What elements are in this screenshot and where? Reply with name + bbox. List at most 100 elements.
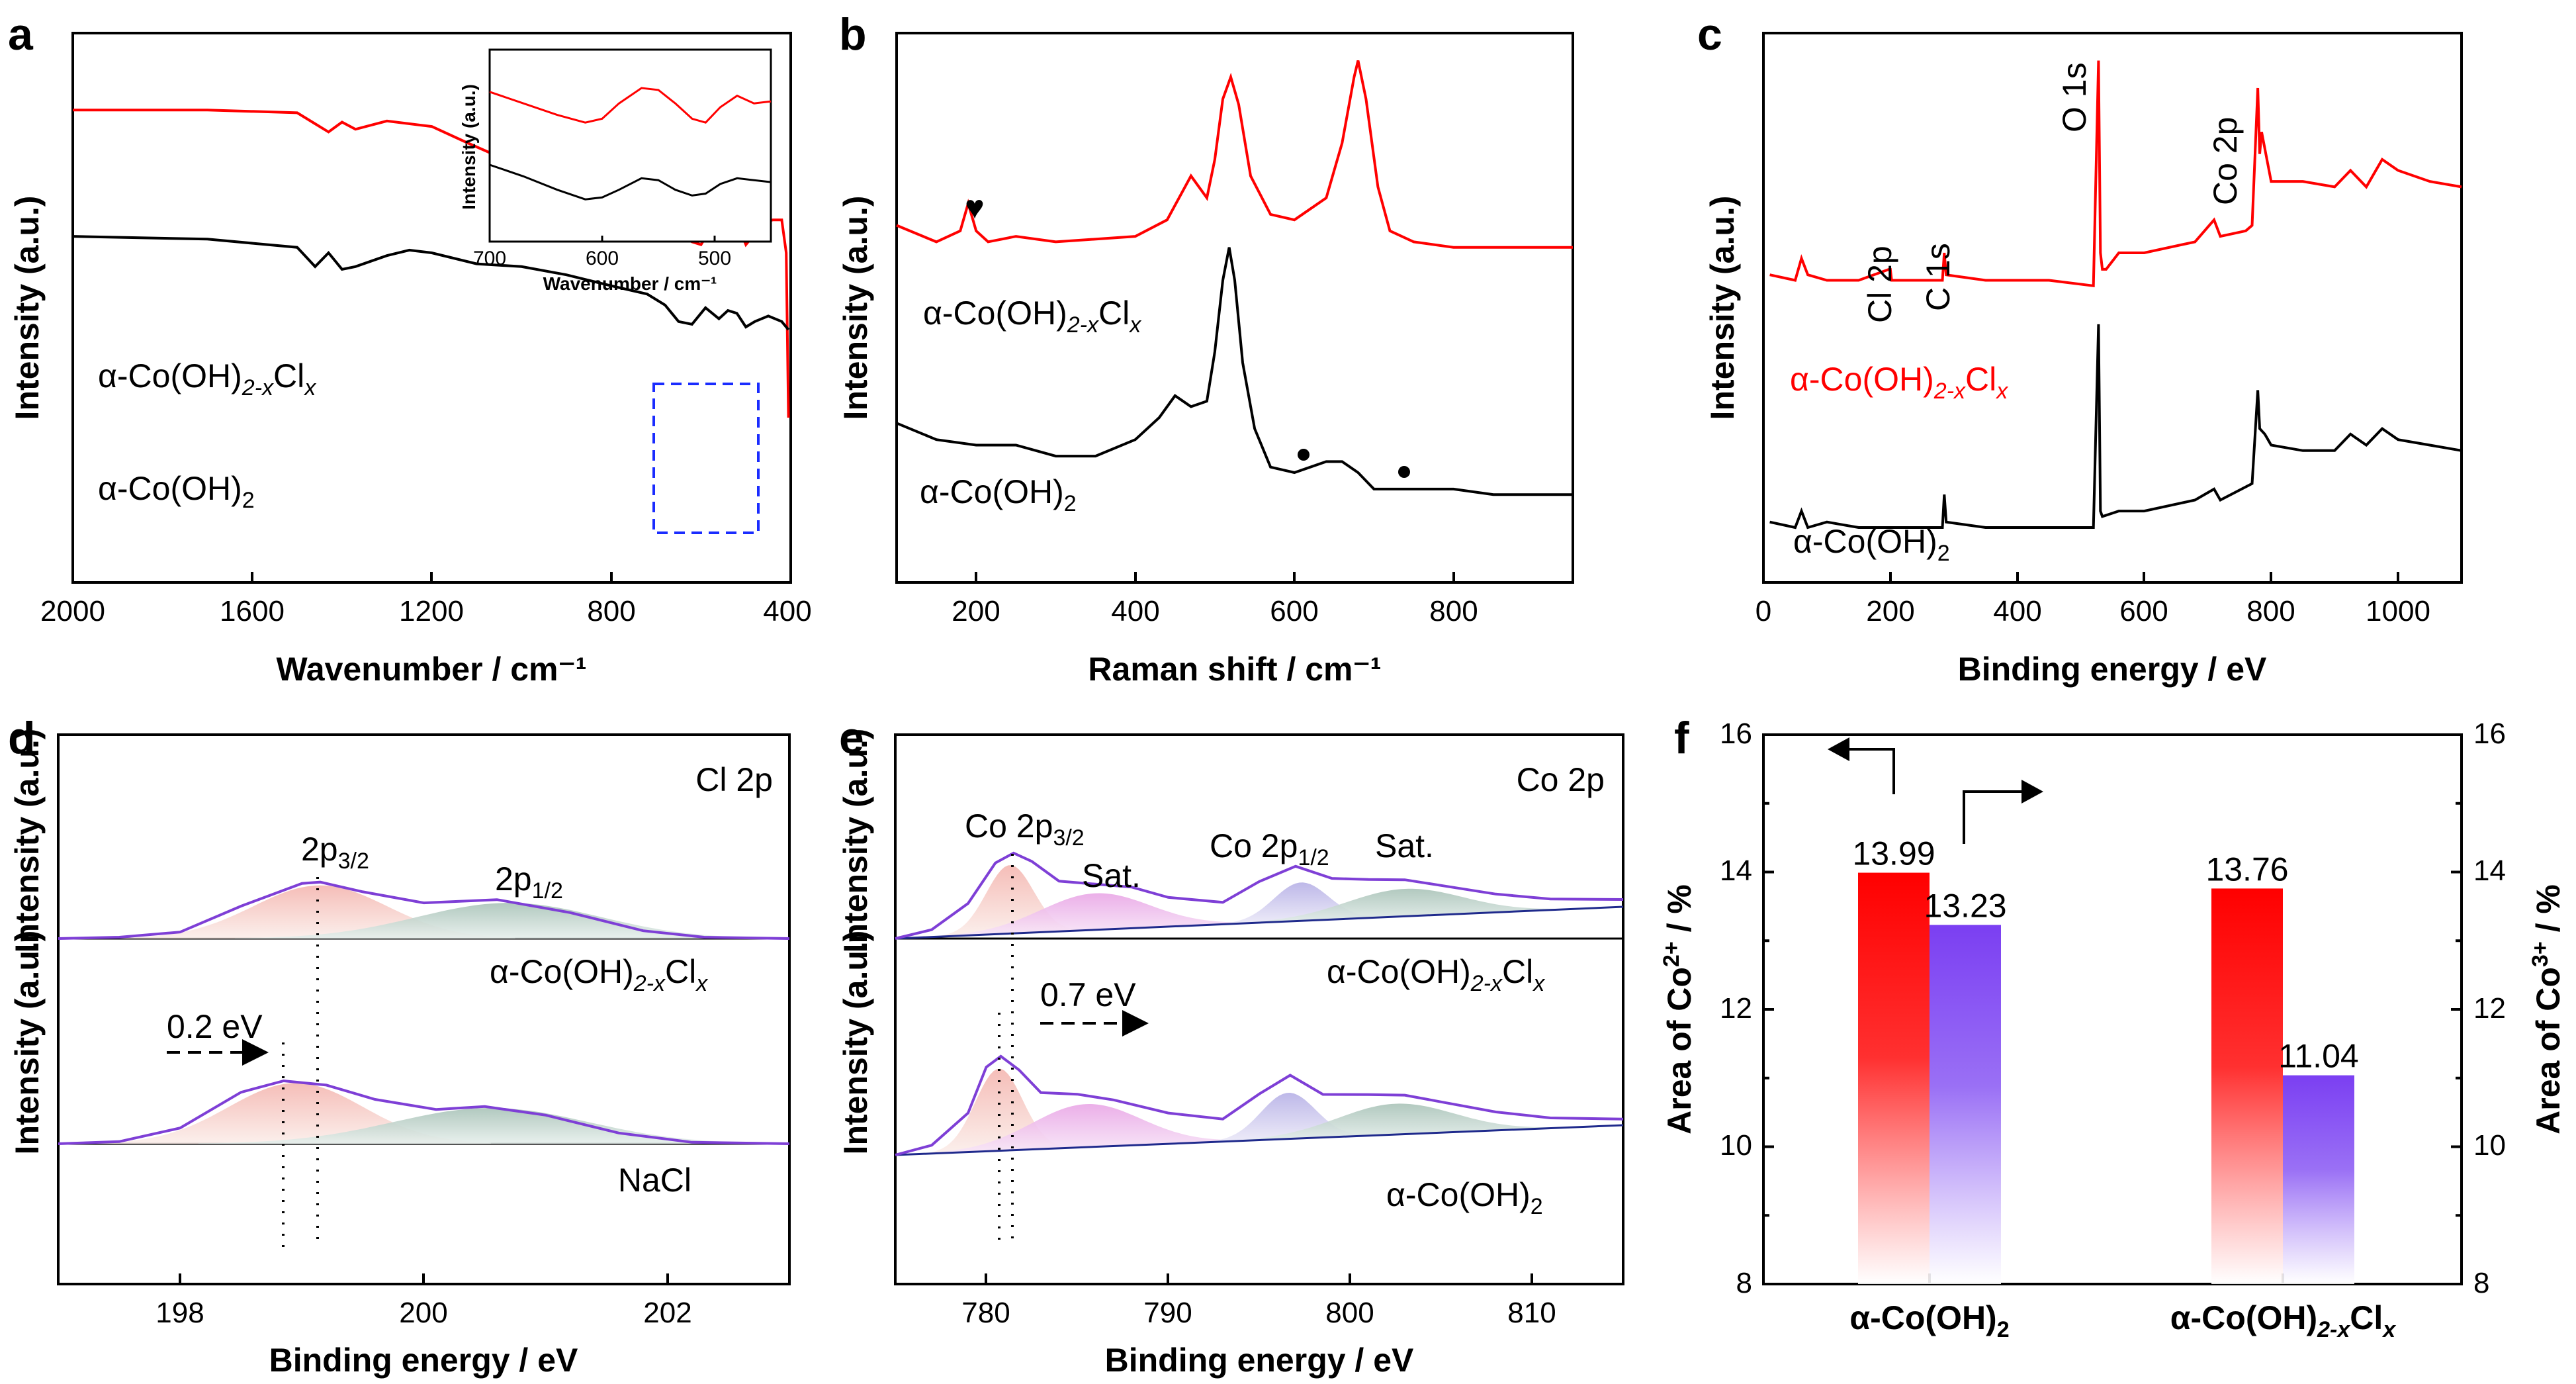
- label-part: α-Co(OH): [1793, 523, 1937, 560]
- series-label-oh: α-Co(OH)2: [1386, 1176, 1543, 1219]
- label-part: α-Co(OH): [1327, 953, 1471, 990]
- tick-label-right: 14: [2473, 854, 2506, 887]
- inset-series: [489, 87, 772, 201]
- label-part: Cl: [1098, 295, 1130, 332]
- panel-e-ticks: [985, 1273, 1533, 1284]
- label-part: α-Co(OH): [1386, 1176, 1531, 1213]
- region-title: Co 2p: [1517, 761, 1605, 798]
- y-axis-title: Intensity (a.u.): [9, 931, 46, 1155]
- label-part: α-Co(OH): [98, 357, 242, 394]
- series-label-oh: α-Co(OH)2: [920, 473, 1077, 516]
- tick-label-left: 16: [1720, 717, 1752, 750]
- label-part: α-Co(OH): [490, 953, 634, 990]
- label-subscript: x: [303, 375, 316, 400]
- fit-component: [1230, 888, 1576, 924]
- tick-label: 2000: [40, 595, 105, 627]
- inset-tick-label: 700: [473, 248, 506, 269]
- tick-label-left: 14: [1720, 854, 1752, 887]
- inset-line-cl: [489, 87, 772, 124]
- peak-label-c1s: C 1s: [1920, 243, 1957, 311]
- panel-b-series: [896, 60, 1573, 496]
- label-part: Cl: [273, 357, 304, 394]
- dot-marker: [1298, 449, 1310, 461]
- label-part: Cl: [2350, 1299, 2383, 1336]
- y-axis-title: Intensity (a.u.): [837, 196, 874, 420]
- tick-label-left: 12: [1720, 992, 1752, 1025]
- label-subscript: 2: [1997, 1317, 2010, 1342]
- series-label-cl: α-Co(OH)2-xClx: [1790, 361, 2008, 404]
- label-subscript: 2-x: [2317, 1317, 2351, 1342]
- panel-b-frame: [895, 32, 1574, 584]
- svg-text:α-Co(OH)2-xClx: α-Co(OH)2-xClx: [490, 953, 708, 996]
- svg-text:α-Co(OH)2-xClx: α-Co(OH)2-xClx: [98, 357, 316, 400]
- bar-co3: [2283, 1075, 2354, 1284]
- label-part: Cl: [1502, 953, 1533, 990]
- right-axis-arrow: [1963, 790, 2031, 844]
- label-subscript: 1/2: [1298, 845, 1329, 870]
- label-subscript: 2: [1937, 541, 1950, 566]
- label-part: α-Co(OH): [1790, 361, 1934, 398]
- panel-d: d 198 200 202 Binding energy / eV Intens…: [8, 713, 791, 1379]
- tick-label-right: 10: [2473, 1129, 2506, 1162]
- peak-label-2p12: 2p1/2: [495, 860, 563, 903]
- panel-letter-a: a: [8, 9, 34, 60]
- y-axis-title: Intensity (a.u.): [9, 729, 46, 953]
- x-axis-title: Wavenumber / cm⁻¹: [276, 651, 586, 688]
- peak-label-sat: Sat.: [1082, 857, 1141, 894]
- panel-b-ticks: [975, 572, 1455, 582]
- label-part: Cl: [1965, 361, 1996, 398]
- tick-label: 400: [1111, 595, 1159, 627]
- bar-value-label: 13.23: [1924, 887, 2006, 924]
- x-axis-title: Raman shift / cm⁻¹: [1088, 651, 1381, 688]
- bar-co3: [1930, 925, 2001, 1284]
- label-subscript: x: [695, 971, 708, 996]
- label-superscript: 3+: [2528, 941, 2553, 967]
- label-part: Area of Co: [2530, 967, 2567, 1134]
- series-line-cl: [58, 880, 790, 940]
- series-line-cl: [1769, 60, 2462, 288]
- y-axis-title: Intensity (a.u.): [837, 931, 874, 1155]
- label-subscript: x: [1995, 379, 2008, 404]
- inset-frame: [488, 48, 772, 243]
- label-subscript: 2-x: [1933, 379, 1966, 404]
- series-line-cl: [896, 60, 1573, 249]
- panel-c-ticks: [1762, 572, 2399, 582]
- tick-label: 1200: [399, 595, 464, 627]
- svg-text:α-Co(OH)2-xClx: α-Co(OH)2-xClx: [1790, 361, 2008, 404]
- label-superscript: 2+: [1659, 941, 1684, 967]
- tick-label: 0: [1755, 595, 1771, 627]
- tick-label: 800: [1325, 1297, 1374, 1329]
- x-axis-title: Binding energy / eV: [269, 1342, 578, 1379]
- bar-value-label: 13.99: [1852, 835, 1935, 872]
- label-subscript: 3/2: [338, 849, 369, 874]
- label-part: α-Co(OH): [98, 470, 242, 507]
- label-subscript: 2-x: [242, 375, 274, 400]
- fit-component: [922, 1104, 1247, 1154]
- series-label-oh: α-Co(OH)2: [98, 470, 255, 513]
- tick-label: 600: [1270, 595, 1318, 627]
- background-line: [895, 1124, 1624, 1156]
- panel-letter-e: e: [839, 713, 864, 763]
- right-axis-arrow-head: [2021, 780, 2043, 804]
- label-subscript: 1/2: [532, 878, 563, 903]
- label-subscript: 2: [1064, 491, 1077, 516]
- panel-letter-d: d: [8, 713, 36, 763]
- panel-a-ticks: [71, 572, 792, 582]
- label-subscript: 2-x: [633, 971, 666, 996]
- series-label-cl: α-Co(OH)2-xClx: [490, 953, 708, 996]
- shift-label: 0.2 eV: [167, 1008, 263, 1045]
- panel-f-bars: 13.99 13.23 13.76 11.04: [1852, 835, 2359, 1284]
- series-line-oh: [896, 247, 1573, 496]
- series-label-cl: α-Co(OH)2-xClx: [1327, 953, 1545, 996]
- svg-text:α-Co(OH)2: α-Co(OH)2: [98, 470, 255, 513]
- x-axis-title: Binding energy / eV: [1105, 1342, 1414, 1379]
- shift-label: 0.7 eV: [1040, 976, 1136, 1013]
- category-label: α-Co(OH)2-xClx: [2170, 1299, 2397, 1342]
- tick-label: 600: [2119, 595, 2168, 627]
- series-line-oh: [72, 235, 790, 331]
- inset-line-oh: [489, 163, 772, 201]
- tick-label: 1600: [220, 595, 285, 627]
- panel-e-series: [895, 851, 1624, 1156]
- label-subscript: x: [1128, 312, 1141, 338]
